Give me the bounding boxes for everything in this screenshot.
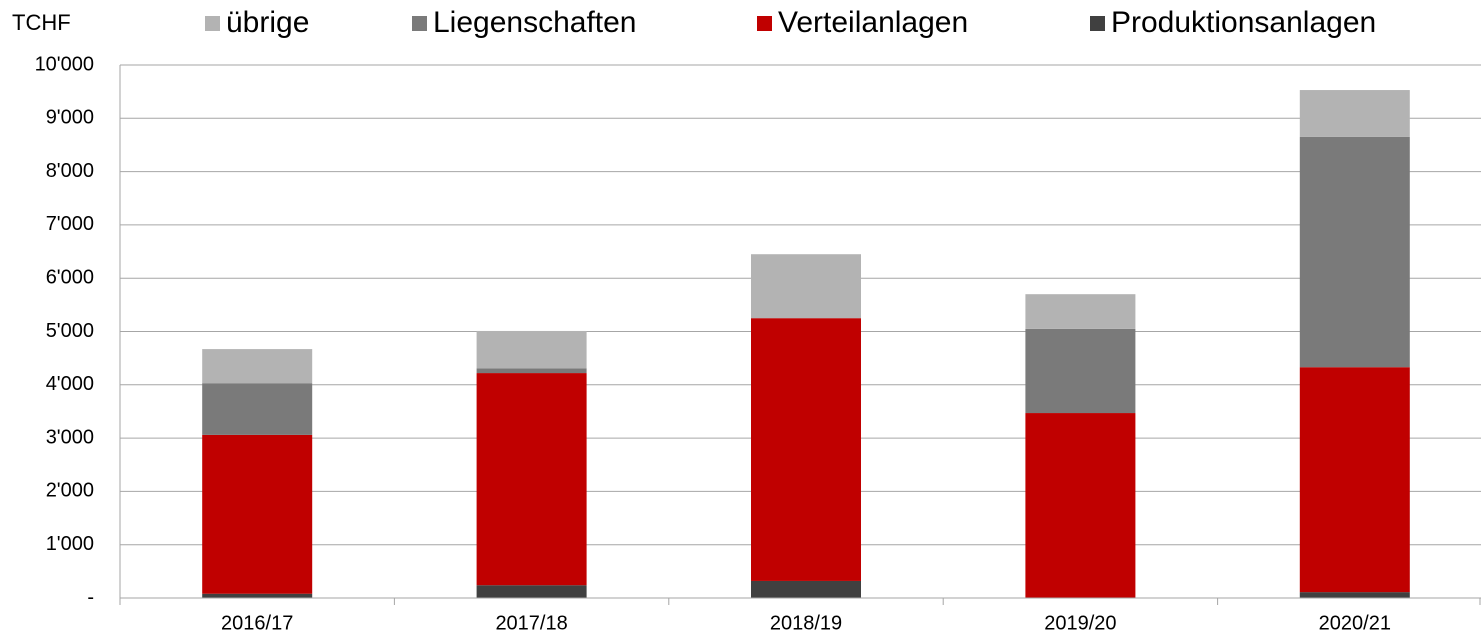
bar-segment: [476, 373, 587, 586]
bar-segment: [1299, 367, 1410, 593]
bar-segment: [1299, 592, 1410, 598]
legend-label: Produktionsanlagen: [1111, 6, 1376, 39]
bar-segment: [1025, 413, 1136, 598]
y-tick-label: 6'000: [46, 266, 94, 288]
bar-segment: [476, 330, 587, 369]
bar-segment: [476, 585, 587, 598]
y-tick-label: 9'000: [46, 107, 94, 129]
x-tick-label: 2017/18: [495, 612, 567, 634]
legend-label: übrige: [226, 6, 309, 39]
y-tick-label: 4'000: [46, 373, 94, 395]
bar-segment: [1025, 328, 1136, 414]
bar-segment: [1299, 90, 1410, 137]
y-tick-label: -: [87, 586, 94, 608]
legend-swatch: [205, 16, 220, 31]
bar-segment: [202, 349, 313, 384]
y-tick-label: 7'000: [46, 213, 94, 235]
y-tick-label: 3'000: [46, 426, 94, 448]
y-tick-label: 10'000: [35, 53, 94, 75]
bar-segment: [202, 593, 313, 598]
y-tick-label: 5'000: [46, 320, 94, 342]
bar-segment: [476, 368, 587, 374]
y-tick-label: 8'000: [46, 160, 94, 182]
y-tick-label: 1'000: [46, 533, 94, 555]
y-tick-label: 2'000: [46, 480, 94, 502]
y-axis-label: TCHF: [12, 10, 71, 35]
x-tick-label: 2019/20: [1044, 612, 1116, 634]
x-tick-label: 2018/19: [770, 612, 842, 634]
x-tick-label: 2016/17: [221, 612, 293, 634]
legend-swatch: [412, 16, 427, 31]
bar-segment: [751, 318, 861, 581]
bar-segment: [1025, 294, 1136, 329]
bar-segment: [202, 383, 313, 435]
bar-segment: [202, 434, 313, 594]
bar-segment: [751, 580, 861, 598]
legend-label: Verteilanlagen: [778, 6, 968, 39]
x-tick-label: 2020/21: [1319, 612, 1391, 634]
legend-swatch: [1090, 16, 1105, 31]
legend-label: Liegenschaften: [433, 6, 637, 39]
bar-segment: [751, 254, 861, 319]
legend-swatch: [757, 16, 772, 31]
bar-segment: [1299, 136, 1410, 368]
